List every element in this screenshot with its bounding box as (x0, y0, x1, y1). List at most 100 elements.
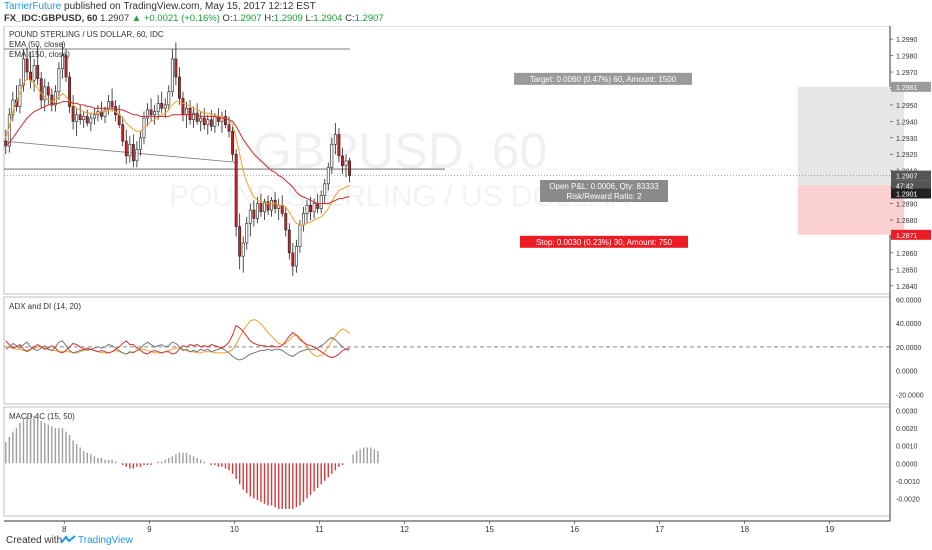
ema-fast-line (5, 77, 350, 226)
candle (263, 201, 266, 213)
time-tick-label: 12 (400, 525, 409, 533)
candle (280, 204, 284, 214)
created-with: Created with (6, 535, 63, 546)
low-value: 1.2904 (313, 13, 343, 24)
target-price-tag: 1.2961 (891, 81, 931, 92)
candle (124, 140, 128, 157)
pane-adx (3, 296, 891, 405)
candle (277, 204, 281, 209)
candle (85, 116, 89, 124)
price-tick-label: 1.2970 (896, 70, 918, 77)
candles (4, 42, 351, 276)
candle (78, 114, 82, 121)
candle (174, 58, 178, 78)
price-tick-label: 1.2940 (896, 119, 918, 126)
time-tick-label: 15 (485, 525, 494, 533)
macd-bars (5, 414, 379, 509)
stop-label-bg (520, 235, 688, 248)
symbol-label: FX_IDC:GBPUSD, 60 (4, 13, 98, 24)
author-link[interactable]: TarrierFuture (4, 1, 62, 12)
candle (202, 117, 206, 125)
candle (163, 104, 167, 109)
candle (309, 204, 312, 213)
time-tick-label: 11 (315, 525, 324, 533)
candle (199, 117, 203, 122)
candle (337, 134, 341, 157)
candle (348, 160, 351, 176)
macd-tick-label: 0.0030 (896, 409, 918, 416)
macd-tick-label: 0.0020 (896, 426, 918, 433)
time-tick-label: 10 (230, 525, 239, 533)
tradingview-brand[interactable]: TradingView (78, 535, 134, 546)
stop-label-text: Stop: 0.0030 (0.23%) 30, Amount: 750 (536, 238, 673, 247)
target-label: Target: 0.0060 (0.47%) 60, Amount: 1500 (514, 72, 692, 85)
candle (323, 183, 327, 196)
stop-price-tag: 1.2871 (891, 229, 931, 240)
price-tick-label: 1.2920 (896, 152, 918, 159)
candle (167, 91, 171, 106)
candle (298, 224, 302, 247)
price-tick-label: 1.2990 (896, 37, 918, 44)
adx-tick-label: -20.0000 (896, 392, 924, 399)
candle (39, 78, 43, 101)
close-value: 1.2907 (354, 13, 384, 24)
change-value: +0.0021 (+0.16%) (143, 13, 220, 24)
candle (287, 229, 291, 254)
target-price-tag-bg (891, 81, 931, 92)
change-up-icon: ▲ (131, 13, 142, 24)
watermark-symbol: GBPUSD, 60 (253, 123, 548, 179)
price-tick-label: 1.2850 (896, 267, 918, 274)
published-text: published on TradingView.com, May 15, 20… (64, 1, 316, 12)
candle (266, 201, 270, 211)
candle (135, 149, 139, 162)
stop-label: Stop: 0.0030 (0.23%) 30, Amount: 750 (520, 235, 688, 248)
chart-header: TarrierFuture published on TradingView.c… (0, 0, 932, 26)
candle (224, 116, 227, 125)
candle (231, 130, 235, 155)
ohlc-line: FX_IDC:GBPUSD, 60 1.2907 ▲ +0.0021 (+0.1… (4, 13, 384, 24)
pnl-label-bg (540, 180, 668, 192)
candle (68, 76, 71, 107)
ema-slow-legend: EMA (150, close) (9, 50, 70, 59)
candle (146, 109, 149, 119)
candle (245, 223, 249, 244)
rr-label-text: Risk/Reward Ratio: 2 (566, 192, 642, 201)
price-tick-label: 1.2860 (896, 251, 918, 258)
candle (128, 144, 132, 157)
candle (185, 107, 188, 116)
adx-line (5, 319, 350, 357)
candle (75, 114, 79, 122)
macd-tick-label: -0.0020 (896, 496, 920, 503)
time-tick-label: 9 (147, 525, 152, 533)
candle (341, 155, 344, 167)
last-price-tag: 1.2907 (891, 170, 931, 181)
high-value: 1.2909 (273, 13, 303, 24)
macd-tick-label: 0.0010 (896, 444, 918, 451)
candle (284, 213, 288, 231)
candle (46, 86, 50, 96)
target-zone (797, 86, 905, 186)
ema-slow-line (5, 101, 350, 205)
candle (139, 137, 142, 150)
adx-tick-label: 40.0000 (896, 321, 921, 328)
ema-fast-tag: 1.2901 (891, 188, 931, 199)
candle (227, 124, 231, 132)
target-price-tag-text: 1.2961 (896, 85, 918, 92)
candle (64, 55, 68, 78)
candle (153, 111, 157, 116)
rr-label-bg (540, 190, 668, 202)
candle (312, 203, 316, 213)
stop-price-tag-bg (891, 229, 931, 240)
candle (117, 114, 121, 125)
candle (29, 71, 33, 81)
ema-fast-tag-text: 1.2901 (896, 191, 918, 198)
time-tick-label: 18 (740, 525, 749, 533)
pane-main (3, 26, 891, 295)
candle (333, 134, 337, 145)
candle (294, 246, 298, 267)
adx-title: ADX and DI (14, 20) (9, 302, 81, 311)
rr-label: Risk/Reward Ratio: 2 (540, 190, 668, 202)
time-tick-label: 19 (825, 525, 834, 533)
